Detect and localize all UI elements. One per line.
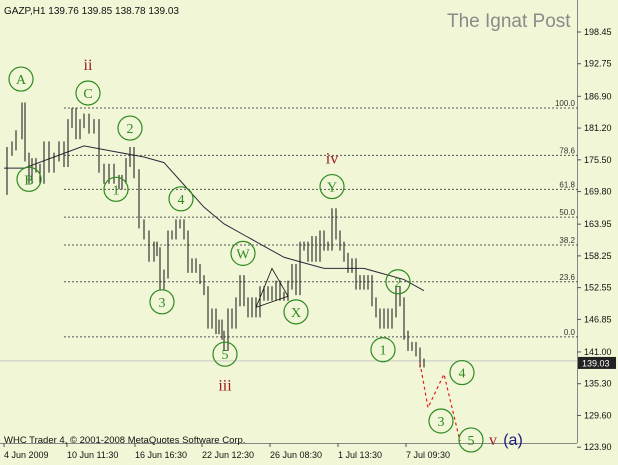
wave-label-text: 5 — [468, 434, 475, 449]
wave-label-text: 2 — [127, 122, 134, 137]
wave-label-circle — [385, 269, 411, 295]
price-tick-label: 181.20 — [584, 123, 612, 133]
price-tick-label: 198.45 — [584, 27, 612, 37]
wave-label-circle — [212, 341, 238, 367]
current-price-box — [578, 356, 616, 369]
wave-label-circle — [168, 186, 194, 212]
wave-label-circle — [8, 66, 34, 92]
price-tick-label: 169.80 — [584, 187, 612, 197]
wave-label-roman: ii — [84, 57, 93, 74]
fib-level-label: 38.2 — [559, 236, 575, 245]
wave-label-circle — [370, 337, 396, 363]
time-tick-label: 10 Jun 11:30 — [67, 450, 118, 460]
fib-level-label: 78.6 — [559, 146, 575, 155]
wave-label-text: 1 — [380, 344, 387, 359]
wave-label-text: 4 — [178, 193, 185, 208]
copyright-text: WHC Trader 4, © 2001-2008 MetaQuotes Sof… — [4, 435, 245, 446]
price-tick-label: 146.85 — [584, 314, 612, 324]
wave-label-circle — [117, 115, 143, 141]
wave-label-text: C — [83, 87, 92, 102]
wave-label-text: 4 — [459, 367, 466, 382]
fib-level-label: 61.8 — [559, 180, 575, 189]
time-tick-label: 4 Jun 2009 — [4, 450, 49, 460]
wave-label-roman: v — [489, 432, 497, 449]
axes: 198.45 192.75 186.90 181.20 175.50 169.80 163.… — [3, 27, 616, 460]
symbol-info: GAZP,H1 139.76 139.85 138.78 139.03 — [4, 6, 179, 17]
wave-label-text: A — [16, 73, 27, 88]
wave-label-circle — [149, 289, 175, 315]
wave-label-text: W — [236, 247, 250, 262]
wave-label-text: Y — [327, 181, 337, 196]
projection-path — [419, 362, 461, 442]
wave-label-text: B — [24, 173, 33, 188]
fib-level-label: 23.6 — [559, 273, 575, 282]
wave-label-degree: (a) — [503, 432, 523, 449]
price-tick-label: 175.50 — [584, 155, 612, 165]
fib-level-label: 100.0 — [555, 99, 576, 108]
time-tick-label: 16 Jun 16:30 — [135, 450, 187, 460]
price-tick-label: 123.90 — [584, 442, 612, 452]
wave-label-roman: iv — [326, 151, 338, 168]
watermark: The Ignat Post — [447, 11, 571, 32]
fibonacci-levels: 100.0 78.6 61.8 50.0 38.2 23.6 0.0 — [64, 99, 580, 338]
time-tick-label: 26 Jun 08:30 — [270, 450, 322, 460]
wave-label-text: 3 — [159, 296, 166, 311]
wave-label-text: 1 — [113, 183, 120, 198]
fib-level-label: 50.0 — [559, 208, 575, 217]
wave-label-text: 3 — [438, 415, 445, 430]
wave-label-text: X — [291, 306, 301, 321]
price-tick-label: 129.60 — [584, 410, 612, 420]
wave-label-circle — [16, 166, 42, 192]
time-tick-label: 7 Jul 09:30 — [406, 450, 450, 460]
current-price-label: 139.03 — [582, 358, 610, 368]
moving-average-line — [4, 145, 425, 292]
price-tick-label: 141.00 — [584, 347, 612, 357]
wave-label-text: 2 — [395, 276, 402, 291]
time-tick-label: 1 Jul 13:30 — [338, 450, 382, 460]
triangle-pattern — [255, 267, 289, 308]
wave-label-circle — [103, 176, 129, 202]
chart-lines — [0, 102, 577, 442]
wave-label-circle — [319, 173, 345, 200]
wave-label-circle — [75, 80, 101, 106]
price-tick-label: 158.25 — [584, 251, 612, 261]
wave-label-roman: iii — [218, 377, 232, 394]
price-tick-label: 186.90 — [584, 91, 612, 101]
wave-label-circle — [449, 359, 475, 386]
fib-level-label: 0.0 — [564, 328, 576, 337]
wave-label-circle — [283, 299, 309, 325]
price-tick-label: 152.55 — [584, 283, 612, 293]
wave-label-circle — [458, 427, 484, 453]
price-tick-label: 163.95 — [584, 219, 612, 229]
wave-label-circle — [230, 240, 256, 266]
price-tick-label: 192.75 — [584, 59, 612, 69]
wave-label-text: 5 — [222, 348, 229, 363]
price-tick-label: 135.30 — [584, 379, 612, 389]
wave-label-circle — [428, 408, 454, 434]
time-tick-label: 22 Jun 12:30 — [202, 450, 254, 460]
